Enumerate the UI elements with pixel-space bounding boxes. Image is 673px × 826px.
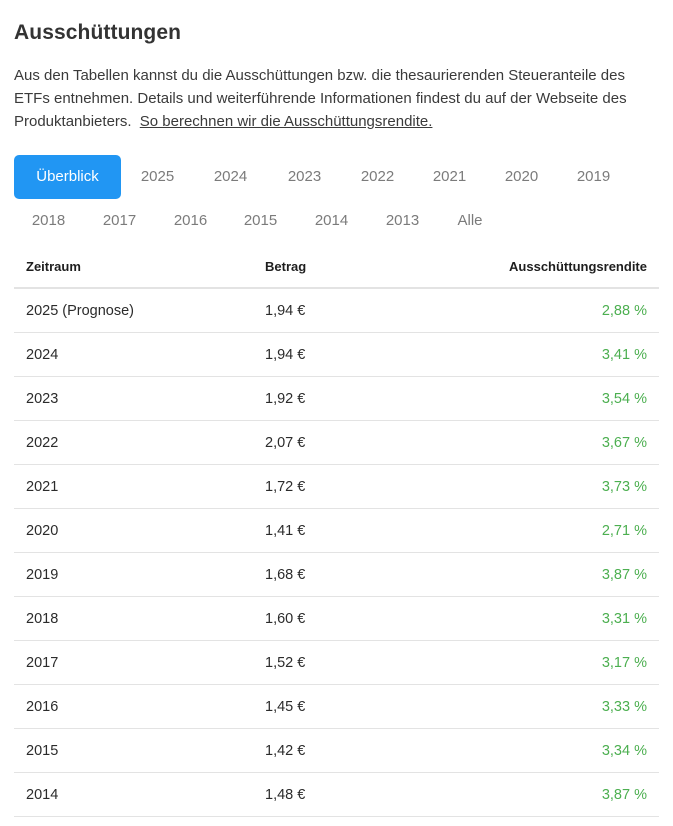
tab-2019[interactable]: 2019 — [576, 168, 611, 185]
period-cell: 2022 — [14, 420, 266, 465]
tab-2017[interactable]: 2017 — [102, 212, 137, 229]
period-cell: 2020 — [14, 508, 266, 553]
section-title: Ausschüttungen — [14, 21, 182, 44]
table-row: 2023 1,92 € 3,54 % — [14, 376, 659, 421]
amount-cell: 1,41 € — [265, 508, 352, 553]
table-row: 2014 1,48 € 3,87 % — [14, 772, 659, 817]
table-row: 2022 2,07 € 3,67 % — [14, 420, 659, 465]
tab-2021[interactable]: 2021 — [432, 168, 467, 185]
tab-overview[interactable]: Überblick — [14, 155, 121, 199]
amount-cell: 1,48 € — [265, 772, 352, 817]
table-row: 2021 1,72 € 3,73 % — [14, 464, 659, 509]
section-description: Aus den Tabellen kannst du die Ausschütt… — [14, 64, 659, 133]
table-row: 2025 (Prognose) 1,94 € 2,88 % — [14, 288, 659, 333]
year-tabs: Überblick 2025 2024 2023 2022 2021 2020 … — [14, 155, 659, 245]
yield-cell: 3,33 % — [351, 684, 659, 729]
table-row: 2017 1,52 € 3,17 % — [14, 640, 659, 685]
table-row: 2019 1,68 € 3,87 % — [14, 552, 659, 597]
amount-cell: 1,72 € — [265, 464, 352, 509]
amount-cell: 1,42 € — [265, 728, 352, 773]
yield-cell: 3,54 % — [351, 376, 659, 421]
yield-cell: 2,71 % — [351, 508, 659, 553]
amount-cell: 1,92 € — [265, 376, 352, 421]
yield-cell: 3,67 % — [351, 420, 659, 465]
tab-2013[interactable]: 2013 — [385, 212, 420, 229]
tab-2022[interactable]: 2022 — [360, 168, 395, 185]
yield-cell: 3,34 % — [351, 728, 659, 773]
tab-2014[interactable]: 2014 — [314, 212, 349, 229]
column-header-amount: Betrag — [265, 245, 352, 289]
period-cell: 2016 — [14, 684, 266, 729]
period-cell: 2014 — [14, 772, 266, 817]
description-text: Aus den Tabellen kannst du die Ausschütt… — [14, 67, 627, 130]
column-header-yield: Ausschüttungsrendite — [351, 245, 659, 289]
amount-cell: 1,45 € — [265, 684, 352, 729]
amount-cell: 2,07 € — [265, 420, 352, 465]
tab-2018[interactable]: 2018 — [31, 212, 66, 229]
period-cell: 2025 (Prognose) — [14, 288, 266, 333]
amount-cell: 1,60 € — [265, 596, 352, 641]
table-row: 2016 1,45 € 3,33 % — [14, 684, 659, 729]
distributions-table: Zeitraum Betrag Ausschüttungsrendite 202… — [14, 245, 659, 817]
period-cell: 2018 — [14, 596, 266, 641]
tab-2020[interactable]: 2020 — [504, 168, 539, 185]
period-cell: 2019 — [14, 552, 266, 597]
table-row: 2020 1,41 € 2,71 % — [14, 508, 659, 553]
yield-cell: 3,41 % — [351, 332, 659, 377]
amount-cell: 1,52 € — [265, 640, 352, 685]
yield-cell: 3,17 % — [351, 640, 659, 685]
yield-cell: 3,31 % — [351, 596, 659, 641]
yield-cell: 2,88 % — [351, 288, 659, 333]
amount-cell: 1,94 € — [265, 332, 352, 377]
period-cell: 2015 — [14, 728, 266, 773]
tab-2015[interactable]: 2015 — [243, 212, 278, 229]
period-cell: 2021 — [14, 464, 266, 509]
tab-2025[interactable]: 2025 — [140, 168, 175, 185]
tab-2016[interactable]: 2016 — [173, 212, 208, 229]
table-row: 2015 1,42 € 3,34 % — [14, 728, 659, 773]
period-cell: 2024 — [14, 332, 266, 377]
yield-cell: 3,87 % — [351, 552, 659, 597]
tab-2024[interactable]: 2024 — [213, 168, 248, 185]
period-cell: 2017 — [14, 640, 266, 685]
yield-calculation-link[interactable]: So berechnen wir die Ausschüttungsrendit… — [139, 113, 433, 130]
table-row: 2024 1,94 € 3,41 % — [14, 332, 659, 377]
yield-cell: 3,87 % — [351, 772, 659, 817]
column-header-period: Zeitraum — [14, 245, 266, 289]
tab-all[interactable]: Alle — [457, 212, 483, 229]
tab-2023[interactable]: 2023 — [287, 168, 322, 185]
amount-cell: 1,94 € — [265, 288, 352, 333]
amount-cell: 1,68 € — [265, 552, 352, 597]
table-header-row: Zeitraum Betrag Ausschüttungsrendite — [14, 245, 659, 289]
period-cell: 2023 — [14, 376, 266, 421]
yield-cell: 3,73 % — [351, 464, 659, 509]
table-row: 2018 1,60 € 3,31 % — [14, 596, 659, 641]
